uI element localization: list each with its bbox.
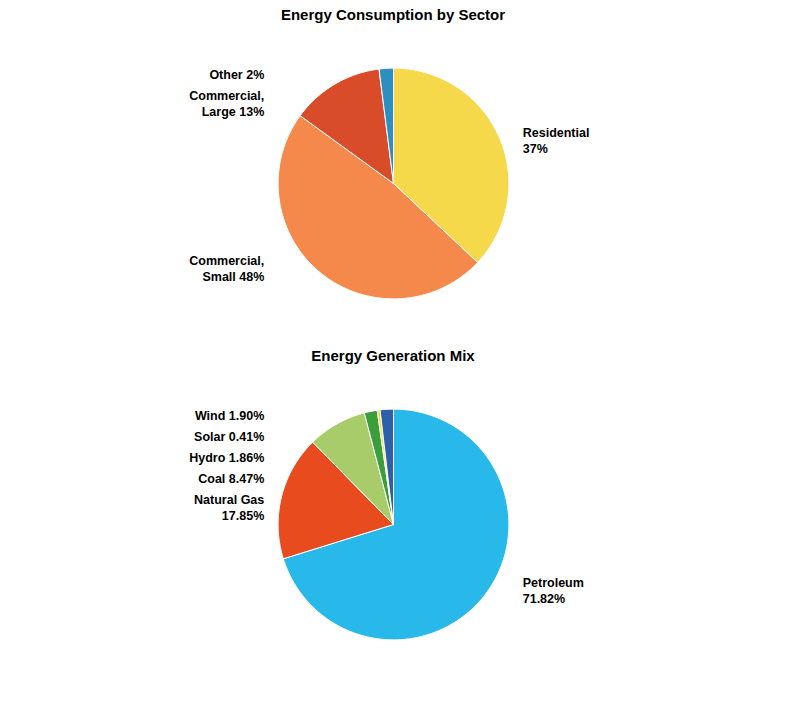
svg-text:Residential37%: Residential37% (523, 126, 590, 156)
svg-text:Other 2%: Other 2% (209, 68, 264, 82)
html-text:Energy Generation Mix: Energy Generation Mix (311, 347, 475, 364)
svg-text:Natural Gas17.85%: Natural Gas17.85% (194, 493, 264, 523)
svg-text:Hydro 1.86%: Hydro 1.86% (189, 451, 264, 465)
html-text:Energy Consumption by Sector: Energy Consumption by Sector (280, 6, 506, 23)
svg-text:Petroleum71.82%: Petroleum71.82% (523, 576, 584, 606)
svg-text:Solar 0.41%: Solar 0.41% (194, 430, 264, 444)
svg-text:Coal 8.47%: Coal 8.47% (198, 472, 264, 486)
svg-text:Commercial,Large 13%: Commercial,Large 13% (189, 89, 264, 119)
svg-text:Wind 1.90%: Wind 1.90% (195, 409, 264, 423)
svg-text:Commercial,Small 48%: Commercial,Small 48% (189, 254, 264, 284)
